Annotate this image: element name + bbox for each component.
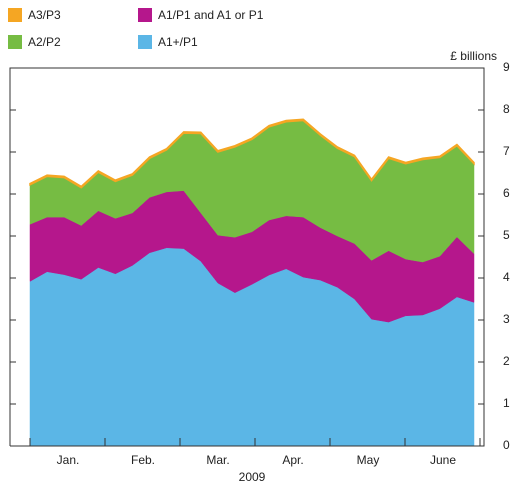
x-tick-label: Apr. bbox=[282, 453, 303, 467]
x-tick-label: June bbox=[430, 453, 456, 467]
y-tick-label: 6 bbox=[503, 186, 510, 200]
x-axis-label: 2009 bbox=[239, 470, 266, 484]
legend-label: A1/P1 and A1 or P1 bbox=[158, 8, 264, 22]
legend-label: A2/P2 bbox=[28, 35, 61, 49]
legend-label: A3/P3 bbox=[28, 8, 61, 22]
y-tick-label: 7 bbox=[503, 144, 510, 158]
legend-swatch bbox=[138, 8, 152, 22]
y-tick-label: 1 bbox=[503, 396, 510, 410]
y-tick-label: 3 bbox=[503, 312, 510, 326]
area bbox=[29, 118, 475, 189]
y-tick-label: 4 bbox=[503, 270, 510, 284]
y-tick-label: 5 bbox=[503, 228, 510, 242]
legend-swatch bbox=[8, 35, 22, 49]
y-tick-label: 0 bbox=[503, 438, 510, 452]
x-tick-label: Feb. bbox=[131, 453, 155, 467]
legend-label: A1+/P1 bbox=[158, 35, 198, 49]
legend-swatch bbox=[8, 8, 22, 22]
y-tick-label: 8 bbox=[503, 102, 510, 116]
x-tick-label: May bbox=[357, 453, 380, 467]
y-tick-label: 9 bbox=[503, 60, 510, 74]
unit-label: £ billions bbox=[450, 49, 497, 63]
legend-swatch bbox=[138, 35, 152, 49]
x-tick-label: Mar. bbox=[206, 453, 229, 467]
y-tick-label: 2 bbox=[503, 354, 510, 368]
x-tick-label: Jan. bbox=[57, 453, 80, 467]
